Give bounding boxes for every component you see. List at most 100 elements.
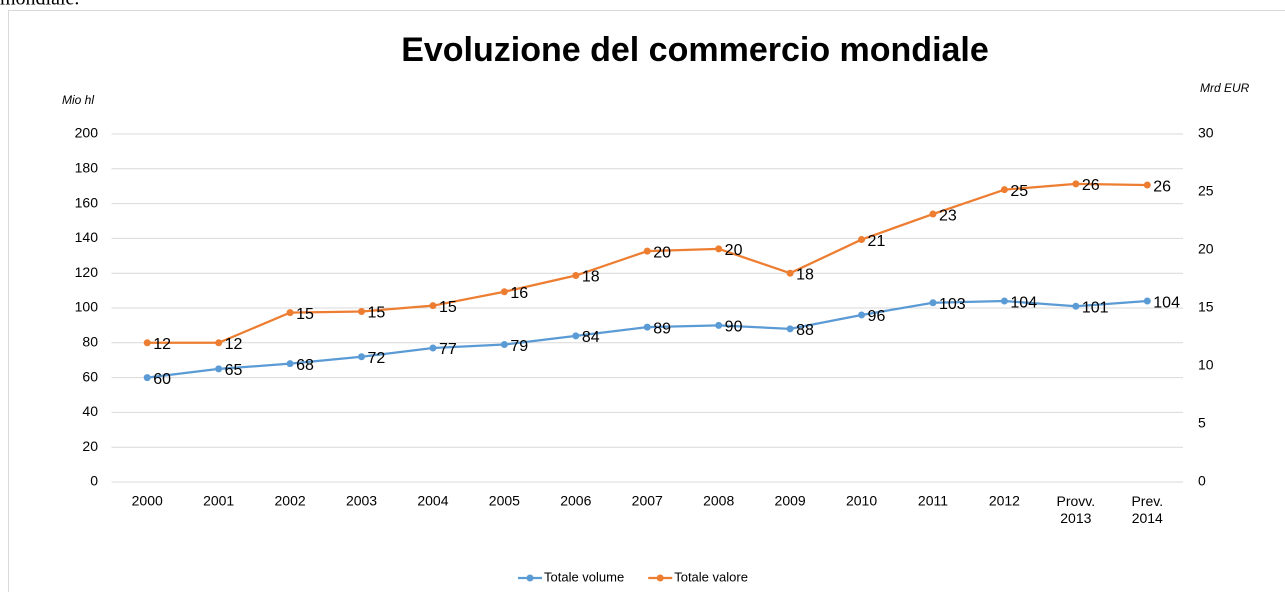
data-point xyxy=(787,325,794,332)
data-point xyxy=(144,339,151,346)
data-point xyxy=(644,324,651,331)
data-label: 65 xyxy=(225,362,243,379)
y-tick-label: 140 xyxy=(75,229,99,245)
y2-tick-label: 15 xyxy=(1198,299,1214,315)
legend-marker xyxy=(657,575,664,582)
data-label: 21 xyxy=(868,233,886,250)
data-point xyxy=(215,339,222,346)
legend-marker xyxy=(527,575,534,582)
data-label: 77 xyxy=(439,341,457,358)
data-label: 12 xyxy=(225,336,243,353)
y-tick-label: 100 xyxy=(75,299,99,315)
data-label: 15 xyxy=(368,305,386,322)
y-tick-label: 0 xyxy=(90,473,98,489)
data-label: 16 xyxy=(510,285,528,302)
y-tick-label: 60 xyxy=(82,368,98,384)
x-tick-label: 2006 xyxy=(560,493,591,509)
data-label: 89 xyxy=(653,320,671,337)
data-label: 96 xyxy=(868,308,886,325)
y-tick-label: 20 xyxy=(82,438,98,454)
data-point xyxy=(1001,186,1008,193)
data-label: 26 xyxy=(1082,177,1100,194)
x-tick-label: 2004 xyxy=(417,493,448,509)
data-point xyxy=(929,299,936,306)
x-tick-label: Provv.2013 xyxy=(1057,493,1096,526)
x-tick-label: 2001 xyxy=(203,493,234,509)
data-point xyxy=(1072,303,1079,310)
data-label: 88 xyxy=(796,322,814,339)
y-tick-label: 40 xyxy=(82,403,98,419)
data-label: 84 xyxy=(582,329,600,346)
x-tick-label: 2003 xyxy=(346,493,377,509)
y-tick-label: 200 xyxy=(75,125,99,141)
data-point xyxy=(572,332,579,339)
data-label: 20 xyxy=(653,244,671,261)
y2-tick-label: 30 xyxy=(1198,125,1214,141)
y2-tick-label: 0 xyxy=(1198,473,1206,489)
data-point xyxy=(572,272,579,279)
data-label: 104 xyxy=(1153,294,1180,311)
data-point xyxy=(287,360,294,367)
data-label: 79 xyxy=(510,338,528,355)
data-point xyxy=(358,353,365,360)
data-point xyxy=(1144,182,1151,189)
data-point xyxy=(787,270,794,277)
y-tick-label: 80 xyxy=(82,334,98,350)
data-label: 20 xyxy=(725,242,743,259)
data-label: 18 xyxy=(582,269,600,286)
chart-title: Evoluzione del commercio mondiale xyxy=(401,31,989,69)
data-point xyxy=(715,322,722,329)
x-tick-label: 2005 xyxy=(489,493,520,509)
y-axis-label: Mio hl xyxy=(62,93,94,107)
data-label: 104 xyxy=(1010,294,1037,311)
data-label: 103 xyxy=(939,296,966,313)
x-tick-label: 2002 xyxy=(275,493,306,509)
y-tick-label: 120 xyxy=(75,264,99,280)
data-label: 12 xyxy=(153,336,171,353)
caption: mondiale. xyxy=(0,0,79,10)
y-tick-label: 160 xyxy=(75,194,99,210)
data-point xyxy=(858,311,865,318)
y-tick-label: 180 xyxy=(75,160,99,176)
y2-tick-label: 10 xyxy=(1198,357,1214,373)
data-point xyxy=(287,309,294,316)
data-point xyxy=(929,211,936,218)
data-point xyxy=(644,248,651,255)
legend-label: Totale volume xyxy=(544,569,624,584)
data-label: 15 xyxy=(296,306,314,323)
x-tick-label: Prev.2014 xyxy=(1131,493,1163,526)
data-point xyxy=(144,374,151,381)
data-point xyxy=(715,245,722,252)
data-label: 68 xyxy=(296,357,314,374)
data-point xyxy=(501,341,508,348)
y2-tick-label: 5 xyxy=(1198,415,1206,431)
data-label: 26 xyxy=(1153,178,1171,195)
legend-label: Totale valore xyxy=(674,569,748,584)
data-point xyxy=(429,302,436,309)
data-label: 15 xyxy=(439,299,457,316)
data-label: 18 xyxy=(796,266,814,283)
data-label: 25 xyxy=(1010,183,1028,200)
data-label: 101 xyxy=(1082,299,1109,316)
data-label: 60 xyxy=(153,371,171,388)
data-label: 72 xyxy=(368,350,386,367)
data-point xyxy=(858,236,865,243)
x-tick-label: 2009 xyxy=(775,493,806,509)
y2-tick-label: 25 xyxy=(1198,183,1214,199)
y2-tick-label: 20 xyxy=(1198,241,1214,257)
data-point xyxy=(501,288,508,295)
data-label: 23 xyxy=(939,207,957,224)
data-point xyxy=(1001,298,1008,305)
x-tick-label: 2008 xyxy=(703,493,734,509)
data-point xyxy=(429,345,436,352)
data-point xyxy=(215,365,222,372)
y2-axis-label: Mrd EUR xyxy=(1200,81,1250,95)
data-point xyxy=(358,308,365,315)
data-label: 90 xyxy=(725,319,743,336)
data-point xyxy=(1144,298,1151,305)
x-tick-label: 2012 xyxy=(989,493,1020,509)
data-point xyxy=(1072,180,1079,187)
x-tick-label: 2011 xyxy=(918,493,948,509)
x-tick-label: 2000 xyxy=(132,493,163,509)
